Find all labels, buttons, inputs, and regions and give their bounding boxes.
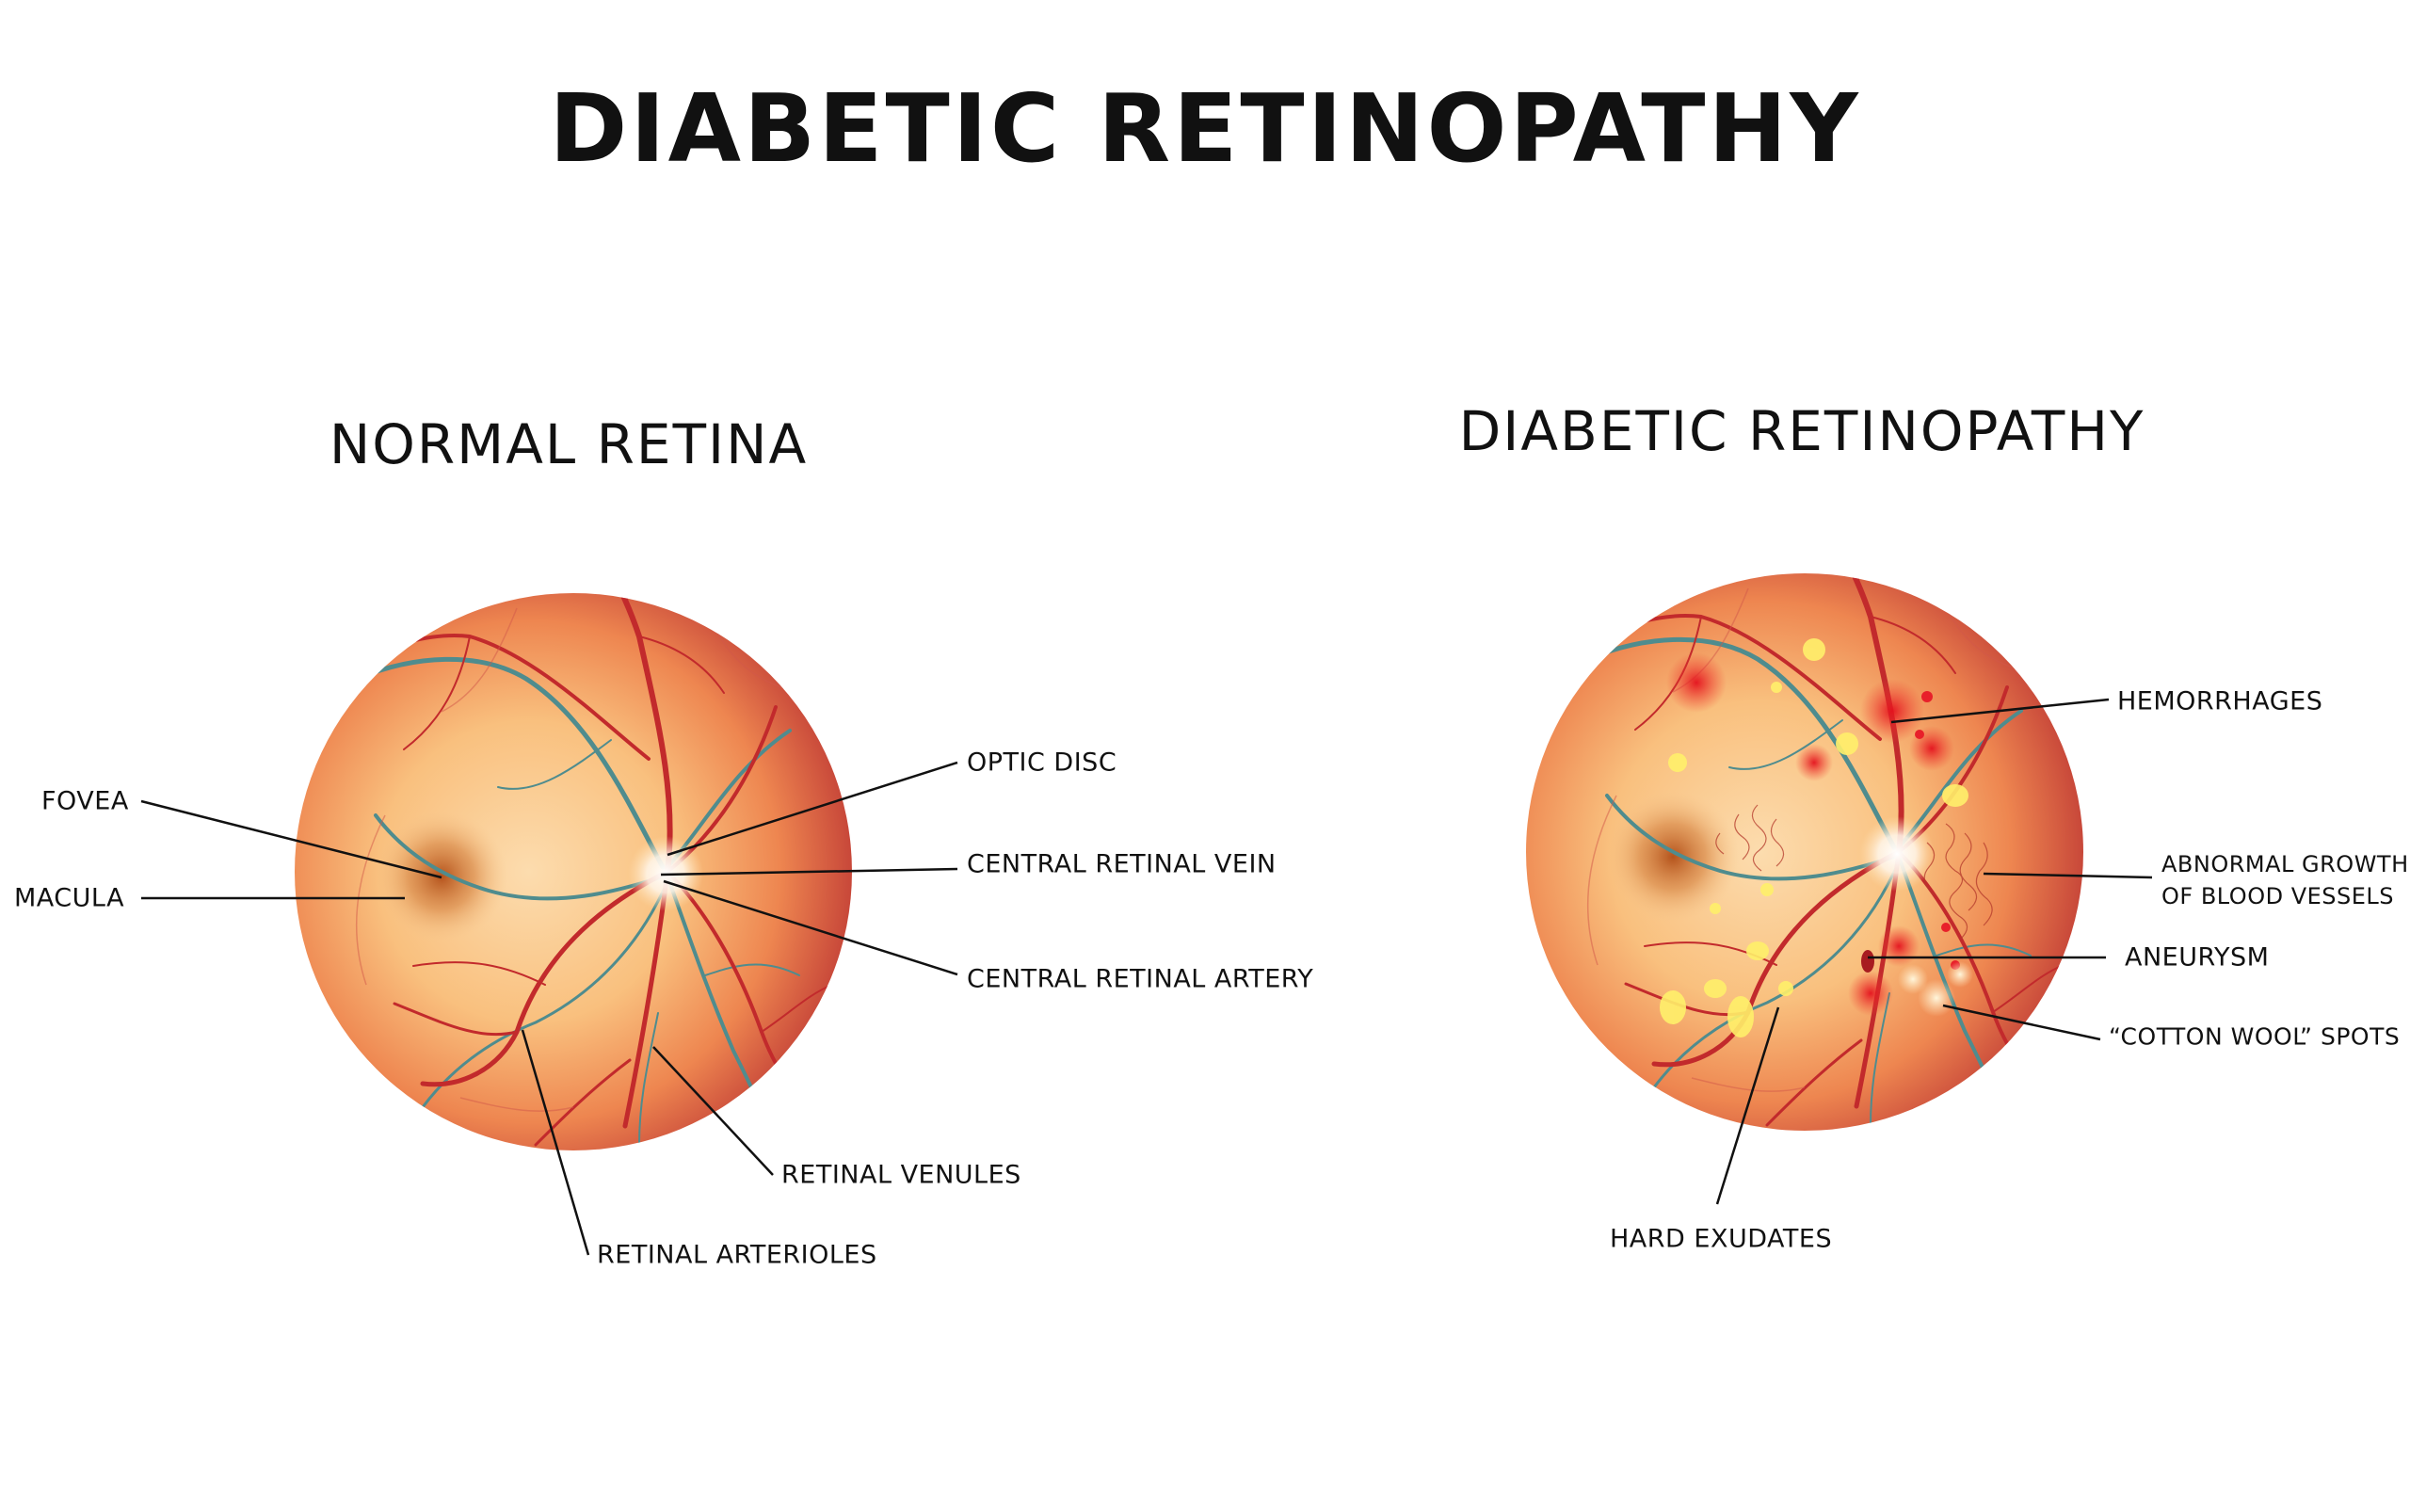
abnormal-vessels bbox=[1715, 804, 1993, 940]
artery-leader bbox=[663, 879, 958, 976]
label-hard-exudates: HARD EXUDATES bbox=[1610, 1224, 1833, 1254]
hemorrhages-leader bbox=[1890, 698, 2110, 724]
abnormal-growth-leader bbox=[1983, 872, 2153, 879]
label-fovea: FOVEA bbox=[41, 786, 129, 816]
diabetic-retina-heading: DIABETIC RETINOPATHY bbox=[1458, 399, 2145, 463]
vein-leader bbox=[660, 867, 958, 877]
aneurysm-mark bbox=[1861, 950, 1874, 973]
main-title: DIABETIC RETINOPATHY bbox=[549, 73, 1861, 184]
cotton-wool-spots bbox=[1898, 961, 1973, 1017]
label-abnormal-growth: ABNORMAL GROWTH OF BLOOD VESSELS bbox=[2161, 848, 2409, 912]
label-retinal-arterioles: RETINAL ARTERIOLES bbox=[597, 1240, 877, 1270]
arterioles-leader bbox=[521, 1029, 590, 1256]
label-central-retinal-artery: CENTRAL RETINAL ARTERY bbox=[967, 964, 1314, 994]
venules-leader bbox=[652, 1046, 774, 1176]
hard-exudates-leader bbox=[1715, 1006, 1780, 1205]
label-abnormal-growth-line2: OF BLOOD VESSELS bbox=[2161, 883, 2395, 909]
label-cotton-wool-spots: “COTTON WOOL” SPOTS bbox=[2109, 1022, 2401, 1051]
hemorrhage-spots bbox=[1666, 652, 1960, 1016]
cotton-wool-leader bbox=[1942, 1004, 2101, 1041]
label-central-retinal-vein: CENTRAL RETINAL VEIN bbox=[967, 849, 1277, 879]
diabetic-retina-image bbox=[1526, 551, 2083, 1131]
label-macula: MACULA bbox=[14, 883, 125, 913]
optic-disc-leader bbox=[667, 761, 958, 857]
fovea-leader bbox=[140, 799, 442, 879]
label-aneurysm: ANEURYSM bbox=[2125, 942, 2270, 973]
normal-retina-heading: NORMAL RETINA bbox=[329, 412, 809, 476]
label-optic-disc: OPTIC DISC bbox=[967, 748, 1117, 778]
hard-exudates bbox=[1660, 638, 1968, 1037]
label-retinal-venules: RETINAL VENULES bbox=[781, 1160, 1021, 1190]
label-hemorrhages: HEMORRHAGES bbox=[2117, 686, 2323, 716]
label-abnormal-growth-line1: ABNORMAL GROWTH bbox=[2161, 851, 2409, 877]
leader-lines bbox=[140, 698, 2153, 1256]
